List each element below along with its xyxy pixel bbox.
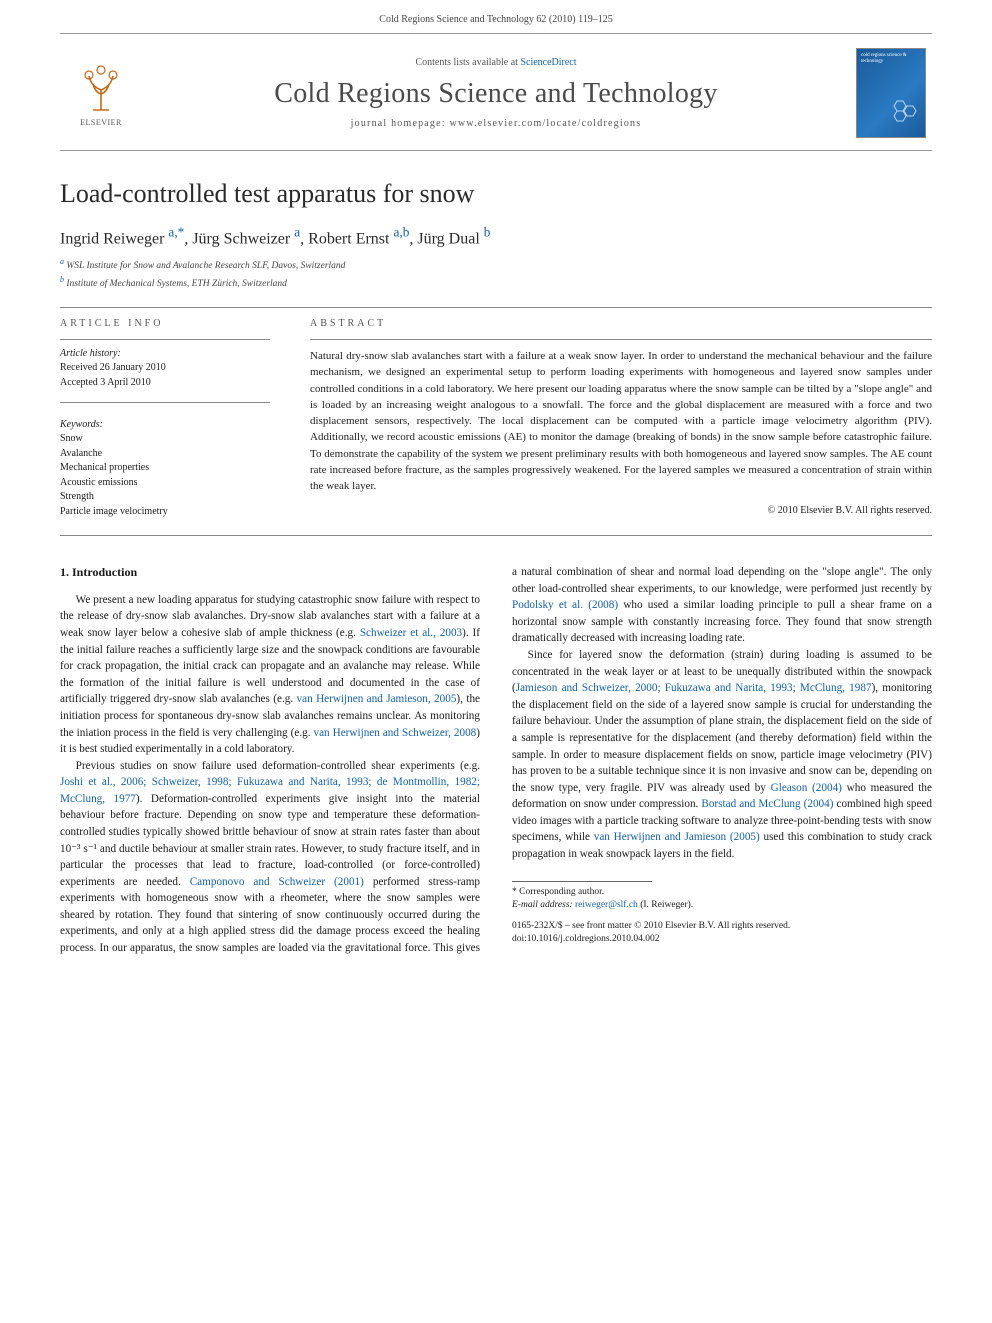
section-1-heading: 1. Introduction xyxy=(60,564,480,582)
ref-vanherwijnen-jamieson-2005[interactable]: van Herwijnen and Jamieson (2005) xyxy=(594,831,760,843)
abstract-column: abstract Natural dry-snow slab avalanche… xyxy=(310,318,932,519)
cover-title-text: cold regions science & technology xyxy=(861,53,921,64)
article-info-column: article info Article history: Received 2… xyxy=(60,318,270,519)
article-title: Load-controlled test apparatus for snow xyxy=(60,179,932,209)
ref-vanherwijnen-2005[interactable]: van Herwijnen and Jamieson, 2005 xyxy=(297,693,457,705)
homepage-url: www.elsevier.com/locate/coldregions xyxy=(449,118,641,129)
article-info-heading: article info xyxy=(60,318,270,329)
journal-homepage-line: journal homepage: www.elsevier.com/locat… xyxy=(136,118,856,129)
author-1-affil[interactable]: a, xyxy=(168,230,177,247)
footnote-email-label: E-mail address: xyxy=(512,900,573,910)
author-1: Ingrid Reiweger xyxy=(60,230,164,247)
history-label: Article history: xyxy=(60,348,270,359)
history-accepted: Accepted 3 April 2010 xyxy=(60,376,270,391)
author-list: Ingrid Reiweger a,*, Jürg Schweizer a, R… xyxy=(60,225,932,248)
ref-gleason-2004[interactable]: Gleason (2004) xyxy=(771,782,842,794)
author-3-affil[interactable]: a,b xyxy=(393,230,409,247)
elsevier-logo: ELSEVIER xyxy=(66,53,136,133)
affiliation-a: a WSL Institute for Snow and Avalanche R… xyxy=(60,256,932,273)
abstract-rule xyxy=(310,339,932,340)
sciencedirect-link[interactable]: ScienceDirect xyxy=(520,57,576,68)
history-received: Received 26 January 2010 xyxy=(60,361,270,376)
affiliation-b-text: Institute of Mechanical Systems, ETH Zür… xyxy=(66,279,287,289)
abstract-heading: abstract xyxy=(310,318,932,329)
ref-podolsky-2008[interactable]: Podolsky et al. (2008) xyxy=(512,599,618,611)
footnote-corr: * Corresponding author. xyxy=(512,886,932,899)
contents-prefix: Contents lists available at xyxy=(415,57,520,68)
info-rule xyxy=(60,339,270,340)
running-head: Cold Regions Science and Technology 62 (… xyxy=(0,0,992,33)
divider-top xyxy=(60,307,932,308)
affiliation-b: b Institute of Mechanical Systems, ETH Z… xyxy=(60,274,932,291)
footer-issn-line: 0165-232X/$ – see front matter © 2010 El… xyxy=(512,920,932,933)
ref-vanherwijnen-schweizer-2008[interactable]: van Herwijnen and Schweizer, 2008 xyxy=(314,727,477,739)
article-body: 1. Introduction We present a new loading… xyxy=(60,564,932,956)
footnote-email-link[interactable]: reiweger@slf.ch xyxy=(575,900,638,910)
author-4-affil[interactable]: b xyxy=(484,230,491,247)
p3-text-b: ), monitoring the displacement field on … xyxy=(512,682,932,793)
keyword-4: Strength xyxy=(60,490,270,505)
keyword-2: Mechanical properties xyxy=(60,461,270,476)
corresponding-author-mark[interactable]: * xyxy=(178,230,185,247)
abstract-copyright: © 2010 Elsevier B.V. All rights reserved… xyxy=(310,505,932,516)
keyword-5: Particle image velocimetry xyxy=(60,505,270,520)
hex-pattern-icon xyxy=(889,97,919,127)
affiliation-a-text: WSL Institute for Snow and Avalanche Res… xyxy=(66,261,345,271)
ref-jamieson-schweizer-2000[interactable]: Jamieson and Schweizer, 2000; Fukuzawa a… xyxy=(516,682,872,694)
keyword-1: Avalanche xyxy=(60,447,270,462)
elsevier-tree-icon xyxy=(73,60,129,116)
abstract-text: Natural dry-snow slab avalanches start w… xyxy=(310,348,932,494)
divider-bottom xyxy=(60,535,932,536)
info-rule-2 xyxy=(60,402,270,403)
contents-available-line: Contents lists available at ScienceDirec… xyxy=(136,57,856,68)
footnote-separator xyxy=(512,881,652,882)
paragraph-3: Since for layered snow the deformation (… xyxy=(512,647,932,863)
homepage-prefix: journal homepage: xyxy=(351,118,450,129)
corresponding-author-footnote: * Corresponding author. E-mail address: … xyxy=(512,886,932,913)
keyword-0: Snow xyxy=(60,432,270,447)
keyword-3: Acoustic emissions xyxy=(60,476,270,491)
author-2: Jürg Schweizer xyxy=(192,230,290,247)
journal-cover-thumb: cold regions science & technology xyxy=(856,48,926,138)
footer-doi-line: doi:10.1016/j.coldregions.2010.04.002 xyxy=(512,933,932,946)
p2-text-b: ). Deformation-controlled experiments gi… xyxy=(60,793,480,888)
keywords-label: Keywords: xyxy=(60,419,270,430)
footnote-email-who: (I. Reiweger). xyxy=(640,900,693,910)
p2-text-a: Previous studies on snow failure used de… xyxy=(76,760,480,772)
journal-name: Cold Regions Science and Technology xyxy=(136,78,856,110)
ref-borstad-mcclung-2004[interactable]: Borstad and McClung (2004) xyxy=(701,798,833,810)
author-2-affil[interactable]: a xyxy=(294,230,300,247)
author-4: Jürg Dual xyxy=(417,230,479,247)
ref-schweizer-2003[interactable]: Schweizer et al., 2003 xyxy=(360,627,462,639)
ref-camponovo-2001[interactable]: Camponovo and Schweizer (2001) xyxy=(190,876,364,888)
paragraph-1: We present a new loading apparatus for s… xyxy=(60,592,480,758)
page-footer: 0165-232X/$ – see front matter © 2010 El… xyxy=(512,920,932,947)
journal-banner: ELSEVIER Contents lists available at Sci… xyxy=(60,33,932,151)
elsevier-label: ELSEVIER xyxy=(80,118,122,127)
author-3: Robert Ernst xyxy=(308,230,389,247)
